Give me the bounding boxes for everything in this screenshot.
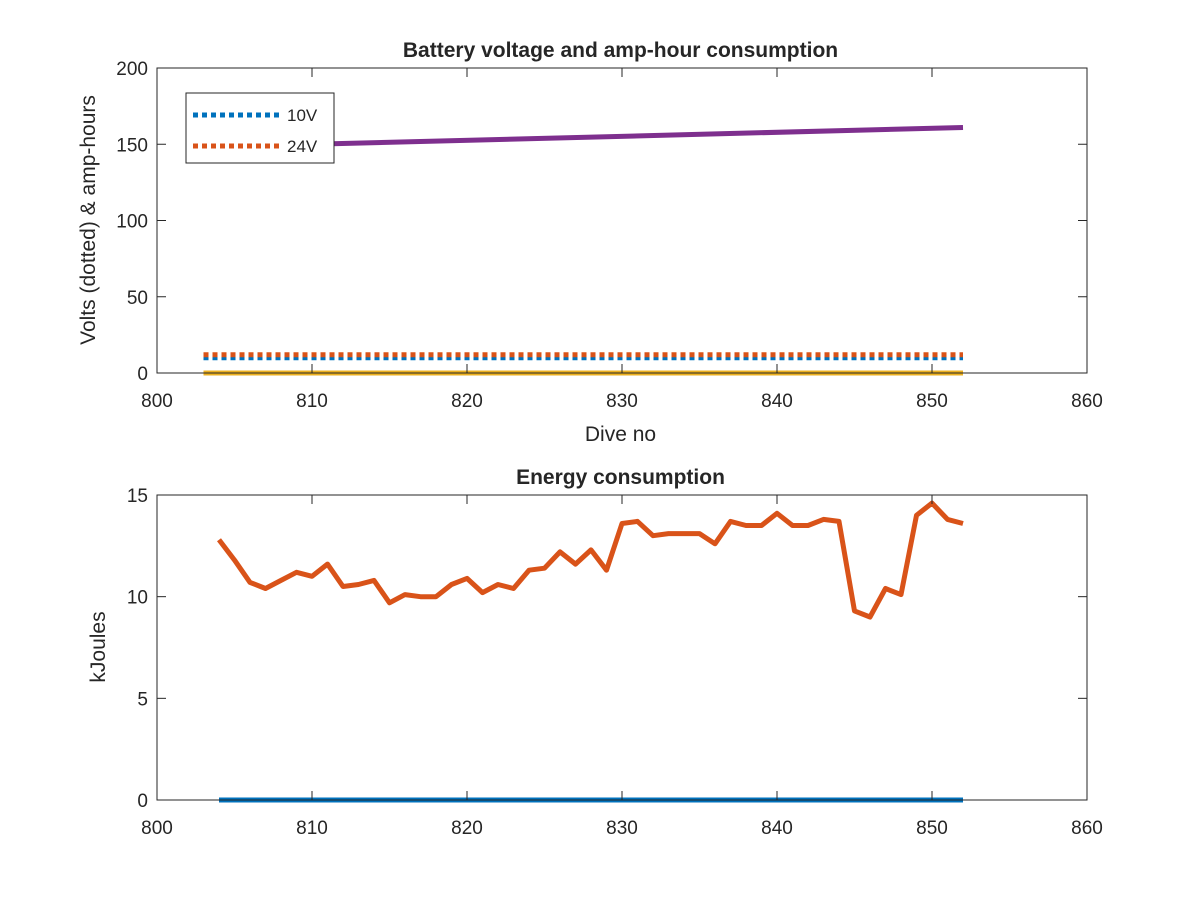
legend-label-24v: 24V <box>287 137 318 156</box>
bottom-axes-box <box>156 494 1088 801</box>
legend-label-10v: 10V <box>287 106 318 125</box>
top-x-tick-label: 810 <box>296 391 328 412</box>
bottom-x-tick-label: 850 <box>916 818 948 839</box>
top-x-tick-label: 830 <box>606 391 638 412</box>
top-chart: Battery voltage and amp-hour consumption… <box>77 39 1103 446</box>
top-x-tick-label: 820 <box>451 391 483 412</box>
top-y-axis-label: Volts (dotted) & amp-hours <box>77 95 100 345</box>
top-y-tick-label: 100 <box>116 212 148 233</box>
bottom-y-tick-label: 15 <box>127 486 148 507</box>
bottom-chart: Energy consumption 800 810 820 830 840 850 860… <box>87 466 1103 839</box>
bottom-chart-title: Energy consumption <box>516 466 725 489</box>
top-x-axis-label: Dive no <box>585 423 656 446</box>
top-x-tick-label: 800 <box>141 391 173 412</box>
bottom-y-tick-label: 10 <box>127 588 148 609</box>
top-x-tick-label: 850 <box>916 391 948 412</box>
bottom-y-tick-label: 5 <box>137 689 148 710</box>
legend: 10V 24V <box>185 92 335 164</box>
bottom-x-tick-label: 800 <box>141 818 173 839</box>
top-y-tick-label: 50 <box>127 288 148 309</box>
bottom-x-tick-label: 810 <box>296 818 328 839</box>
top-x-tick-label: 840 <box>761 391 793 412</box>
top-y-tick-label: 150 <box>116 135 148 156</box>
top-x-tick-label: 860 <box>1071 391 1103 412</box>
bottom-x-tick-label: 830 <box>606 818 638 839</box>
bottom-y-tick-label: 0 <box>137 791 148 812</box>
top-series-line-3 <box>311 125 964 147</box>
bottom-x-tick-label: 820 <box>451 818 483 839</box>
bottom-x-tick-label: 840 <box>761 818 793 839</box>
bottom-y-axis-label: kJoules <box>87 611 110 682</box>
legend-box <box>185 92 335 164</box>
top-chart-title: Battery voltage and amp-hour consumption <box>403 39 838 62</box>
top-y-tick-label: 0 <box>137 364 148 385</box>
bottom-x-tick-label: 860 <box>1071 818 1103 839</box>
top-y-tick-label: 200 <box>116 59 148 80</box>
bottom-series-line-1 <box>217 500 964 620</box>
